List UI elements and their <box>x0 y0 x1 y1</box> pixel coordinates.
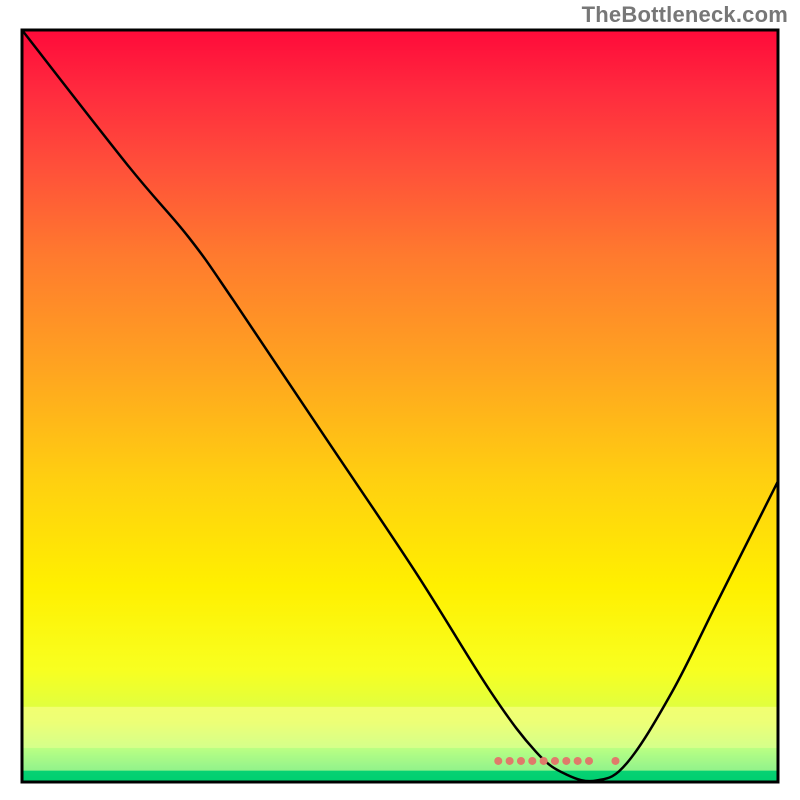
data-marker <box>540 757 548 765</box>
data-marker <box>611 757 619 765</box>
data-marker <box>528 757 536 765</box>
watermark-text: TheBottleneck.com <box>582 2 788 28</box>
data-marker <box>494 757 502 765</box>
chart-band <box>22 707 778 748</box>
data-marker <box>574 757 582 765</box>
data-marker <box>506 757 514 765</box>
data-marker <box>562 757 570 765</box>
chart-canvas <box>0 0 800 800</box>
data-marker <box>585 757 593 765</box>
data-marker <box>551 757 559 765</box>
chart-band <box>22 771 778 782</box>
data-marker <box>517 757 525 765</box>
chart-background <box>22 30 778 782</box>
chart-band <box>22 748 778 771</box>
